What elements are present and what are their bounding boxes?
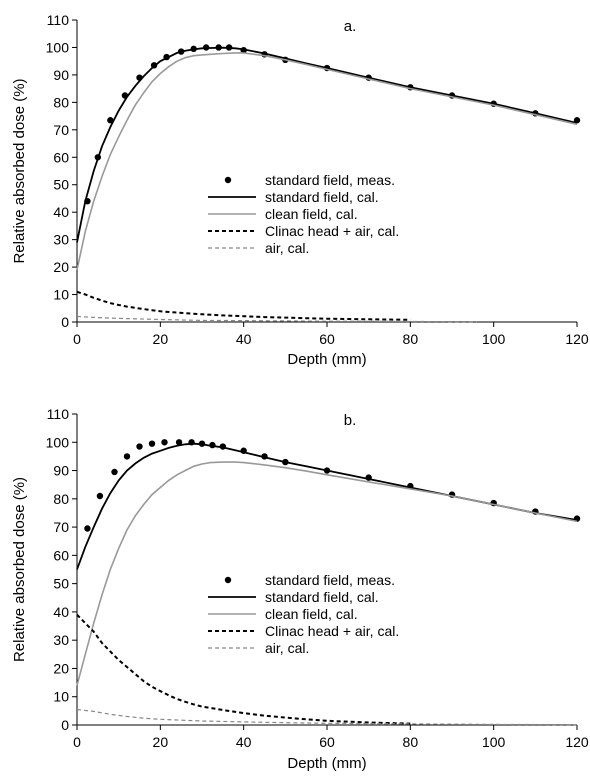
data-point xyxy=(123,453,131,460)
x-tick-label: 60 xyxy=(319,734,335,750)
series-1 xyxy=(76,442,578,570)
chart-b: 0 10 20 30 40 50 60 70 80 90 100 110 0 20 40 60 80 100 120… xyxy=(11,406,589,772)
legend-marker xyxy=(224,176,232,184)
legend-label: standard field, meas. xyxy=(265,572,395,588)
y-tick-label: 50 xyxy=(53,177,69,193)
x-tick-label: 40 xyxy=(236,331,252,347)
y-tick-label: 100 xyxy=(46,434,70,450)
legend-label: clean field, cal. xyxy=(265,606,358,622)
x-tick-label: 60 xyxy=(319,331,335,347)
panel-label: a. xyxy=(344,18,357,35)
y-tick-label: 30 xyxy=(53,632,69,648)
data-point xyxy=(111,468,118,476)
series-line xyxy=(76,46,578,243)
legend-label: Clinac head + air, cal. xyxy=(265,223,399,239)
y-tick-label: 60 xyxy=(53,547,69,563)
x-axis-title: Depth (mm) xyxy=(287,351,366,368)
series-line xyxy=(76,52,578,270)
legend: standard field, meas.standard field, cal… xyxy=(208,172,399,256)
data-point xyxy=(161,439,168,446)
x-tick-label: 20 xyxy=(153,331,169,347)
series-line xyxy=(76,290,411,321)
series-2 xyxy=(76,52,578,270)
series-line xyxy=(76,708,578,726)
y-tick-label: 10 xyxy=(53,689,69,705)
series-4 xyxy=(76,708,578,726)
x-tick-label: 40 xyxy=(236,734,252,750)
y-tick-label: 110 xyxy=(47,406,70,422)
y-tick-label: 0 xyxy=(61,717,69,733)
y-tick-label: 50 xyxy=(53,576,69,592)
x-tick-label: 120 xyxy=(565,734,589,750)
series-2 xyxy=(76,461,578,686)
y-tick-label: 60 xyxy=(53,149,69,165)
legend-label: air, cal. xyxy=(265,640,309,656)
series-3 xyxy=(76,290,411,321)
data-point xyxy=(136,443,143,450)
series-line xyxy=(76,614,411,725)
data-point xyxy=(148,440,156,447)
x-tick-label: 100 xyxy=(482,734,506,750)
series-0 xyxy=(84,439,581,532)
series-3 xyxy=(76,614,411,725)
chart-a: 0 10 20 30 40 50 60 70 80 90 100 110 0 20 40 60 80 100 120… xyxy=(11,12,589,368)
y-tick-label: 40 xyxy=(53,204,69,220)
y-tick-label: 90 xyxy=(53,463,69,479)
y-tick-label: 80 xyxy=(53,94,69,110)
legend-label: clean field, cal. xyxy=(265,206,358,222)
data-point xyxy=(107,117,114,124)
x-axis-title: Depth (mm) xyxy=(287,755,366,772)
x-tick-label: 20 xyxy=(153,734,169,750)
data-point xyxy=(175,439,183,446)
legend-marker xyxy=(224,576,232,584)
y-tick-label: 70 xyxy=(53,519,69,535)
legend-label: Clinac head + air, cal. xyxy=(265,623,399,639)
y-tick-label: 80 xyxy=(53,491,69,507)
legend-label: standard field, meas. xyxy=(265,172,395,188)
y-tick-label: 90 xyxy=(53,67,69,83)
panel-label: b. xyxy=(344,412,357,429)
y-tick-label: 20 xyxy=(53,660,69,676)
series-4 xyxy=(76,315,478,323)
y-tick-label: 30 xyxy=(53,232,69,248)
y-tick-label: 20 xyxy=(53,259,69,275)
legend-label: air, cal. xyxy=(265,240,309,256)
series-line xyxy=(76,461,578,686)
x-tick-label: 0 xyxy=(73,331,81,347)
y-tick-label: 10 xyxy=(53,287,69,303)
data-point xyxy=(96,492,104,500)
x-tick-label: 80 xyxy=(403,734,419,750)
x-tick-label: 100 xyxy=(482,331,506,347)
y-tick-label: 70 xyxy=(53,122,69,138)
legend-label: standard field, cal. xyxy=(265,589,379,605)
x-tick-label: 80 xyxy=(403,331,419,347)
series-line xyxy=(76,315,478,323)
x-tick-label: 0 xyxy=(73,734,81,750)
data-point xyxy=(84,525,91,532)
y-axis-title: Relative absorbed dose (%) xyxy=(11,477,28,662)
y-tick-label: 0 xyxy=(61,314,69,330)
y-tick-label: 100 xyxy=(46,39,70,55)
x-tick-label: 120 xyxy=(565,331,589,347)
y-axis-title: Relative absorbed dose (%) xyxy=(11,78,28,263)
y-tick-label: 40 xyxy=(53,604,69,620)
series-1 xyxy=(76,46,578,243)
series-line xyxy=(76,442,578,570)
y-tick-label: 110 xyxy=(47,12,70,28)
legend-label: standard field, cal. xyxy=(265,189,379,205)
legend: standard field, meas.standard field, cal… xyxy=(208,572,399,656)
